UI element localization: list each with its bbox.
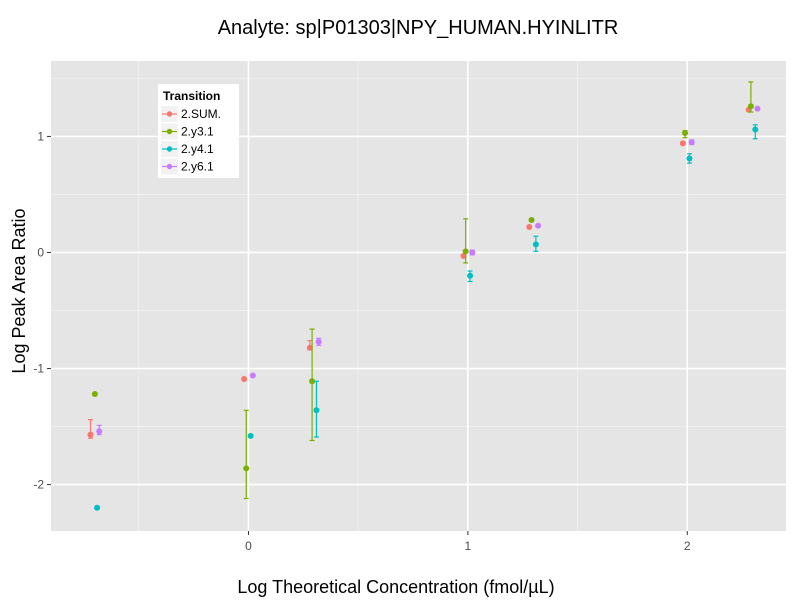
data-point (87, 431, 94, 438)
y-tick-label: 0 (37, 245, 44, 259)
data-point (243, 465, 250, 472)
legend-key-point (166, 128, 173, 135)
legend-title: Transition (163, 89, 220, 103)
data-point (682, 129, 689, 136)
data-point (747, 103, 754, 110)
legend-key-point (166, 146, 173, 152)
data-point (94, 504, 101, 511)
legend-key-point (166, 111, 173, 117)
data-point (752, 126, 759, 133)
y-tick-label: 1 (37, 129, 44, 143)
data-point (91, 391, 98, 398)
grid-major (51, 61, 786, 531)
chart-title: Analyte: sp|P01303|NPY_HUMAN.HYINLITR (218, 17, 619, 39)
legend-item: 2.y3.1 (161, 123, 214, 140)
data-point (241, 375, 248, 382)
legend-item: 2.y6.1 (161, 158, 214, 175)
data-point (679, 140, 686, 147)
data-point (247, 432, 254, 439)
data-point (686, 155, 693, 162)
data-point (532, 241, 539, 248)
legend-label: 2.y6.1 (181, 160, 214, 174)
legend: Transition 2.SUM. 2.y3.1 2.y4.1 2.y6.1 (158, 84, 239, 178)
legend-label: 2.SUM. (181, 107, 221, 121)
data-point (309, 378, 316, 385)
data-point (535, 222, 542, 229)
data-point (249, 372, 256, 379)
data-point (96, 428, 103, 435)
x-tick-label: 0 (245, 539, 252, 553)
series-2.y6.1 (96, 105, 761, 436)
legend-label: 2.y4.1 (181, 142, 214, 156)
data-point (315, 338, 322, 345)
x-tick-label: 1 (465, 539, 472, 553)
x-tick-label: 2 (684, 539, 691, 553)
x-axis: 0 1 2 (245, 531, 691, 553)
data-point (754, 105, 761, 112)
data-point (462, 248, 469, 255)
data-point (460, 252, 467, 259)
legend-items: 2.SUM. 2.y3.1 2.y4.1 2.y6.1 (161, 106, 221, 175)
y-tick-label: -2 (33, 478, 44, 492)
y-axis-title: Log Peak Area Ratio (9, 208, 29, 373)
series-2.y4.1 (94, 124, 759, 511)
data-point (528, 216, 535, 223)
data-point (469, 249, 476, 256)
legend-label: 2.y3.1 (181, 125, 214, 139)
data-point (313, 407, 320, 414)
data-point (526, 223, 533, 230)
legend-item: 2.y4.1 (161, 141, 214, 157)
x-axis-title: Log Theoretical Concentration (fmol/µL) (237, 577, 554, 597)
data-point (467, 272, 474, 279)
series-2.y3.1 (91, 81, 754, 500)
legend-item: 2.SUM. (161, 106, 221, 122)
y-axis: -2 -1 0 1 (33, 129, 51, 492)
legend-key-point (166, 163, 173, 170)
y-tick-label: -1 (33, 362, 44, 376)
data-marks (87, 81, 761, 511)
grid-minor (51, 61, 786, 531)
data-point (306, 344, 313, 351)
data-point (688, 139, 695, 146)
